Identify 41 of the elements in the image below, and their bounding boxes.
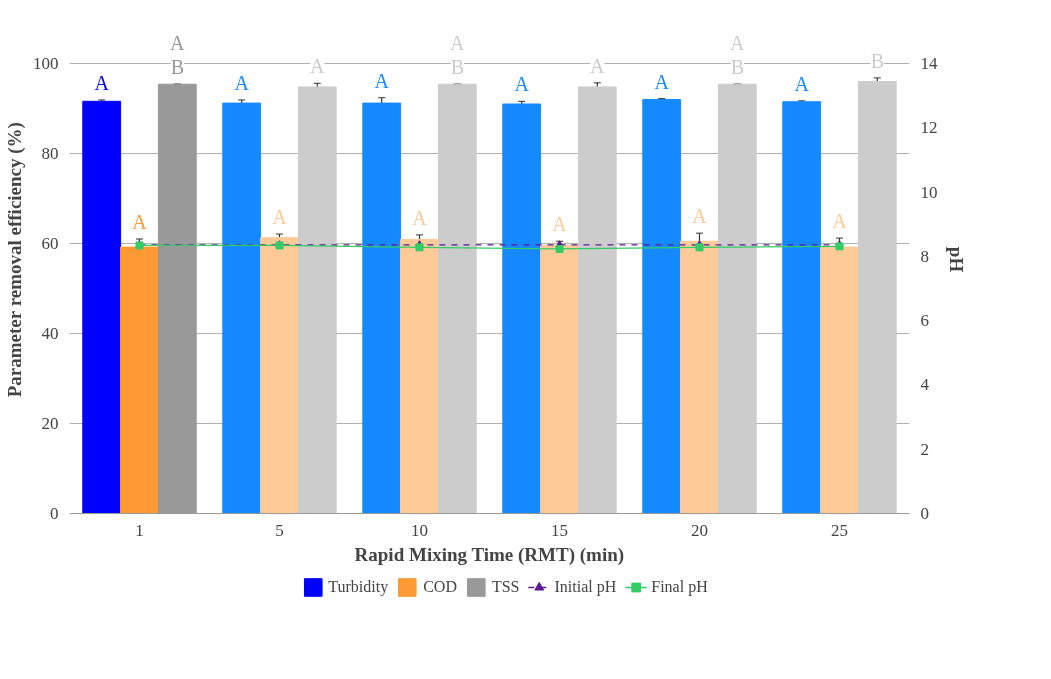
data-label: A B (170, 32, 186, 79)
data-label: A (692, 205, 708, 228)
y-tick-label: 40 (41, 324, 59, 343)
x-tick-label: 1 (135, 520, 144, 540)
y2-tick-label: 10 (920, 182, 938, 202)
legend-label: Turbidity (328, 578, 389, 596)
data-label: A (94, 71, 110, 94)
x-tick-label: 15 (551, 520, 568, 540)
data-label: A (514, 73, 530, 96)
data-label: A (234, 71, 250, 94)
y-tick-label: 0 (50, 504, 59, 523)
x-tick-label: 5 (275, 520, 284, 540)
y2-tick-label: 2 (920, 439, 929, 459)
y-tick-label: 60 (41, 234, 59, 253)
y2-tick-label: 12 (920, 118, 938, 138)
y-tick-label: 80 (41, 144, 59, 163)
y2-tick-label: 8 (920, 246, 929, 266)
x-tick-label: 10 (411, 520, 428, 540)
y-tick-label: 20 (41, 414, 59, 433)
y2-tick-label: 6 (920, 311, 929, 331)
legend-label: COD (423, 578, 457, 596)
legend-label: Initial pH (554, 578, 617, 596)
x-axis-title: Rapid Mixing Time (RMT) (min) (354, 543, 625, 566)
legend-label: Final pH (651, 578, 708, 596)
data-label: A (374, 69, 390, 92)
data-label: A (272, 206, 288, 229)
data-label: A (654, 70, 670, 93)
data-label: A (132, 211, 148, 233)
data-label: A (552, 213, 568, 236)
data-label: A (794, 72, 810, 95)
y-axis-title: Parameter removal efficiency (%) (4, 122, 26, 398)
x-tick-label: 20 (691, 520, 708, 540)
legend-label: TSS (491, 578, 520, 596)
y2-tick-label: 4 (920, 375, 930, 395)
y2-axis-title: pH (945, 246, 967, 273)
x-tick-label: 25 (831, 520, 848, 540)
y2-tick-label: 14 (920, 54, 938, 73)
data-label: A (412, 206, 428, 229)
y-tick-label: 100 (33, 54, 59, 73)
y2-tick-label: 0 (920, 504, 929, 523)
data-label: A (832, 210, 848, 233)
